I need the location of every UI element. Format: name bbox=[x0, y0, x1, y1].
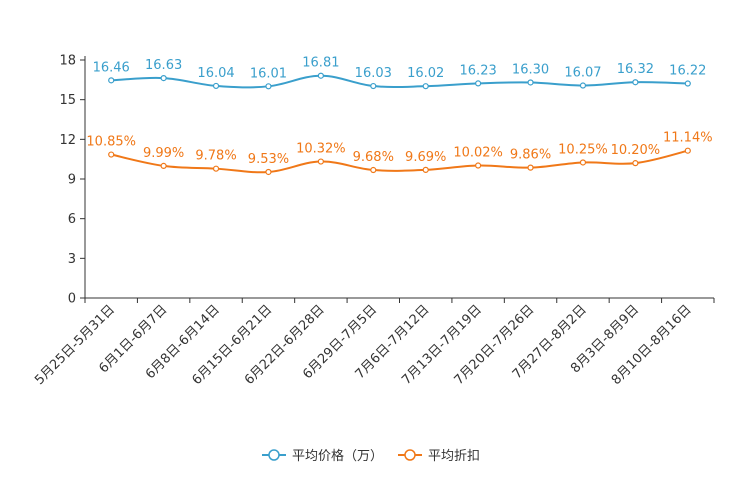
data-point bbox=[579, 159, 587, 166]
data-label: 16.32 bbox=[617, 62, 654, 77]
data-point bbox=[684, 80, 691, 87]
data-label: 9.53% bbox=[248, 152, 289, 167]
data-label: 10.20% bbox=[611, 143, 661, 158]
y-tick-label: 6 bbox=[68, 212, 76, 227]
data-label: 10.85% bbox=[86, 135, 136, 150]
data-label: 16.07 bbox=[564, 66, 601, 81]
data-label: 16.46 bbox=[93, 60, 130, 75]
data-label: 9.78% bbox=[195, 149, 236, 164]
data-label: 10.32% bbox=[296, 142, 346, 157]
series-line-avg-discount bbox=[110, 149, 689, 174]
data-point bbox=[527, 79, 534, 86]
data-label: 16.04 bbox=[197, 66, 234, 81]
legend-label: 平均价格（万） bbox=[292, 448, 383, 464]
data-label: 16.02 bbox=[407, 66, 444, 81]
y-tick-label: 12 bbox=[59, 133, 76, 148]
y-tick-label: 9 bbox=[68, 173, 76, 188]
data-label: 11.14% bbox=[663, 131, 713, 146]
legend-label: 平均折扣 bbox=[428, 449, 480, 464]
data-label: 10.25% bbox=[558, 142, 608, 157]
data-point bbox=[422, 83, 429, 90]
data-label: 9.68% bbox=[353, 150, 394, 165]
data-label: 16.63 bbox=[145, 58, 182, 73]
data-label: 16.01 bbox=[250, 66, 287, 81]
series-area: 16.46 16.63 16.04 16.01 16.81 16.03 16.02 16.23… bbox=[86, 56, 713, 176]
legend[interactable]: 平均价格（万） 平均折扣 bbox=[262, 448, 480, 464]
data-label: 10.02% bbox=[453, 146, 503, 161]
legend-marker-icon bbox=[404, 449, 416, 461]
legend-marker-icon bbox=[268, 449, 280, 461]
y-axis: 0 3 6 9 12 15 18 bbox=[59, 54, 86, 307]
data-point bbox=[370, 166, 377, 174]
series-line-avg-price bbox=[111, 74, 688, 89]
data-label: 16.22 bbox=[669, 64, 706, 79]
data-point bbox=[265, 83, 272, 90]
data-label: 16.30 bbox=[512, 62, 549, 77]
data-point bbox=[422, 166, 429, 173]
data-point bbox=[527, 164, 534, 171]
data-point bbox=[475, 162, 482, 169]
y-tick-label: 18 bbox=[59, 54, 76, 69]
data-point bbox=[108, 151, 115, 158]
data-point bbox=[212, 165, 220, 172]
data-label: 9.86% bbox=[510, 148, 551, 163]
y-tick-label: 0 bbox=[68, 292, 76, 307]
data-point bbox=[632, 79, 639, 86]
data-point bbox=[632, 160, 639, 167]
data-point bbox=[579, 82, 587, 89]
data-point bbox=[212, 82, 220, 90]
data-point bbox=[684, 147, 691, 154]
y-tick-label: 15 bbox=[59, 93, 76, 108]
data-point bbox=[160, 162, 167, 170]
data-label: 9.69% bbox=[405, 150, 446, 165]
data-point bbox=[108, 77, 115, 84]
data-point bbox=[265, 168, 272, 176]
data-label: 16.23 bbox=[460, 63, 497, 78]
data-point bbox=[475, 80, 482, 87]
legend-item-avg-discount[interactable]: 平均折扣 bbox=[398, 449, 480, 464]
data-point bbox=[160, 75, 167, 82]
data-label: 9.99% bbox=[143, 146, 184, 161]
y-tick-label: 3 bbox=[68, 252, 76, 267]
data-point bbox=[317, 72, 324, 79]
data-label: 16.03 bbox=[355, 66, 392, 81]
legend-item-avg-price[interactable]: 平均价格（万） bbox=[262, 448, 383, 464]
data-label: 16.81 bbox=[302, 56, 339, 71]
data-point bbox=[317, 158, 324, 165]
data-point bbox=[370, 82, 377, 90]
x-axis: 5月25日-5月31日6月1日-6月7日6月8日-6月14日6月15日-6月21… bbox=[32, 297, 715, 388]
